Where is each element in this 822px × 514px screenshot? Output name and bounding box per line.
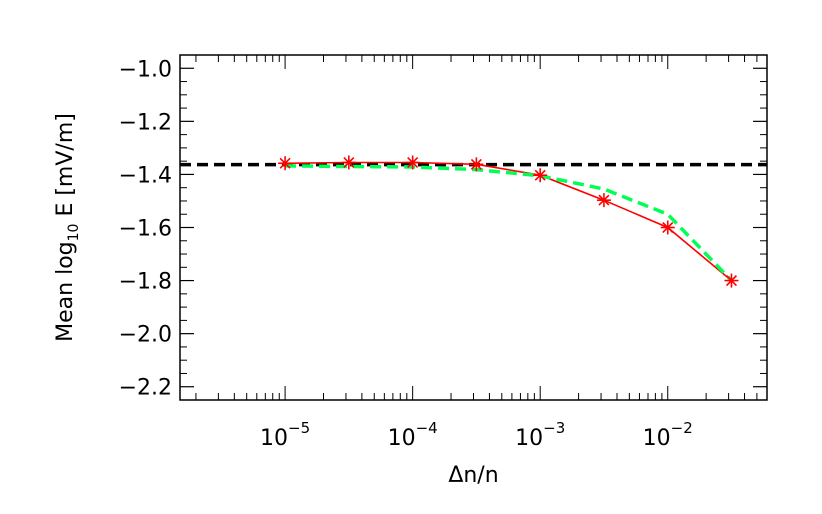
x-tick-label-exponent: −5 (288, 419, 310, 437)
tick-labels: −1.0−1.2−1.4−1.6−1.8−2.0−2.210−5 10−4 10−3… (119, 57, 693, 451)
x-tick-label-exponent: −4 (416, 419, 438, 437)
plot-frame (179, 54, 768, 401)
x-tick-label-base: 10 (515, 426, 543, 451)
y-axis-label-rest: E [mV/m] (53, 113, 78, 223)
data-point-star (533, 168, 548, 183)
y-tick-label: −1.6 (119, 217, 172, 242)
data-point-star (660, 220, 675, 235)
series-line-green-dashed (285, 164, 733, 282)
x-tick-label-exponent: −3 (543, 419, 565, 437)
y-tick-label: −1.2 (119, 110, 172, 135)
series-line-red (285, 161, 733, 282)
y-tick-label: −1.0 (119, 57, 172, 82)
x-axis-label: Δn/n (448, 463, 498, 488)
y-tick-label: −2.0 (119, 323, 172, 348)
x-tick-label-exponent: −2 (671, 419, 693, 437)
y-tick-label: −2.2 (119, 376, 172, 401)
plot-layer (180, 155, 767, 288)
y-axis-label-main: Mean log (53, 241, 78, 341)
data-point-star (341, 155, 356, 170)
x-tick-label: 10−3 (515, 419, 565, 451)
data-point-star (405, 155, 420, 170)
x-tick-label: 10−2 (643, 419, 693, 451)
y-tick-label: −1.4 (119, 163, 172, 188)
x-tick-label: 10−4 (388, 419, 438, 451)
x-tick-label-base: 10 (643, 426, 671, 451)
x-tick-label-base: 10 (388, 426, 416, 451)
axis-ticks (180, 55, 768, 401)
data-point-star (469, 157, 484, 172)
data-point-star (278, 156, 293, 171)
x-tick-label: 10−5 (260, 419, 310, 451)
y-tick-label: −1.8 (119, 270, 172, 295)
x-tick-label-base: 10 (260, 426, 288, 451)
data-point-star (724, 273, 739, 288)
y-axis-label-sub: 10 (66, 224, 82, 242)
data-point-star (596, 193, 611, 208)
y-axis-label: Mean log10 E [mV/m] (53, 113, 82, 342)
